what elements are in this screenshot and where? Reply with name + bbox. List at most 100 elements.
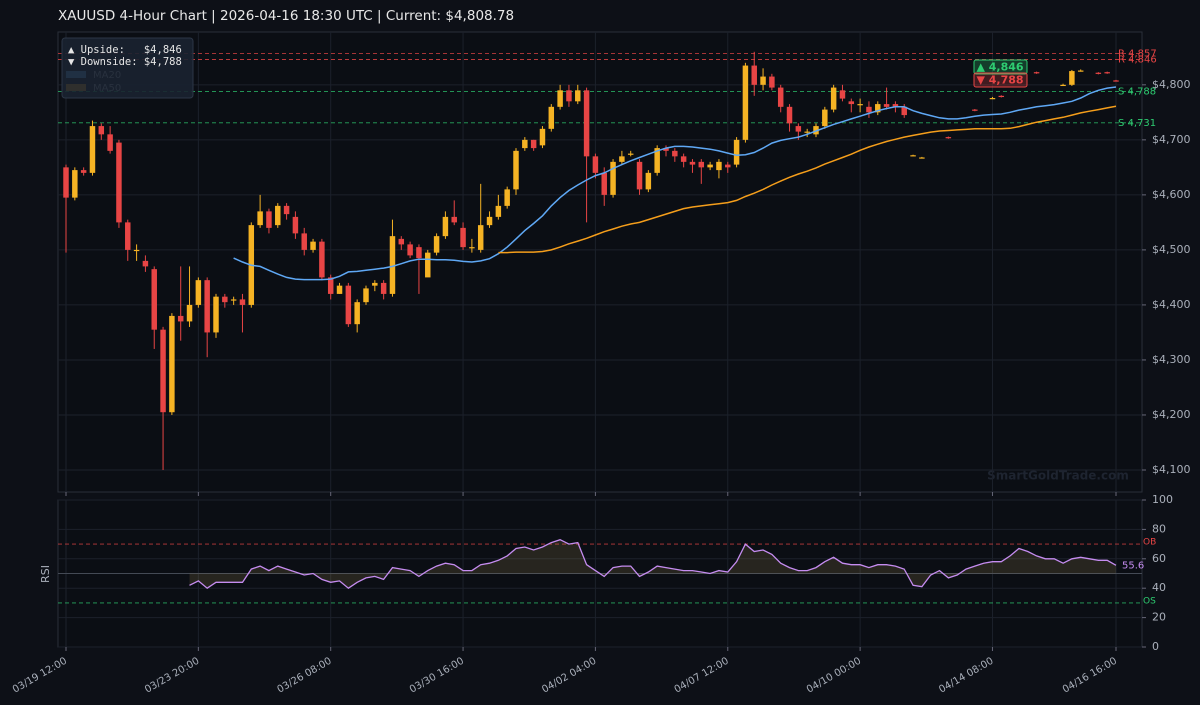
candle-body xyxy=(89,126,96,173)
candle-body xyxy=(363,288,369,303)
candle-body xyxy=(910,155,916,157)
candle-body xyxy=(575,90,581,102)
candle-body xyxy=(892,104,899,107)
candle-body xyxy=(319,241,325,278)
badge xyxy=(973,59,1028,75)
candle-body xyxy=(98,126,105,135)
candle-body xyxy=(875,104,881,113)
candle-body xyxy=(407,244,413,256)
candle-body xyxy=(866,106,872,113)
candle-body xyxy=(416,247,422,259)
rsi-axis-label: RSI xyxy=(39,565,52,583)
candle-body xyxy=(239,299,246,305)
candle-body xyxy=(769,76,775,88)
badge-label: ▲ 4,846 xyxy=(976,61,1023,74)
candle-body xyxy=(548,106,555,129)
candle-body xyxy=(301,233,307,250)
candle-body xyxy=(257,211,263,226)
candle-body xyxy=(125,222,131,250)
candle-body xyxy=(663,148,669,151)
y-tick-label: $4,400 xyxy=(1152,298,1191,311)
candle-body xyxy=(901,106,907,116)
level-label: OS xyxy=(1143,596,1156,606)
candle-body xyxy=(107,134,113,151)
candle-body xyxy=(195,280,202,305)
candle-body xyxy=(857,104,863,106)
y-tick-label: $4,700 xyxy=(1152,133,1191,146)
candle-body xyxy=(725,164,731,168)
ma-line xyxy=(498,105,1117,254)
candle-body xyxy=(1069,71,1075,85)
candle-body xyxy=(522,139,528,149)
candle-body xyxy=(372,282,378,286)
candle-body xyxy=(213,296,219,333)
candle-body xyxy=(204,280,210,333)
candle-body xyxy=(486,216,493,226)
candle-body xyxy=(742,65,749,140)
candle-body xyxy=(169,315,175,413)
candle-body xyxy=(133,249,140,252)
candle-body xyxy=(1095,72,1102,74)
candle-body xyxy=(345,285,352,325)
candle-body xyxy=(583,90,590,157)
y-tick-label: $4,300 xyxy=(1152,353,1191,366)
candle-body xyxy=(751,65,757,85)
candle-body xyxy=(380,282,387,294)
price-panel xyxy=(57,31,1143,493)
candle-body xyxy=(557,90,563,107)
candle-body xyxy=(804,131,810,133)
y-tick-label: 20 xyxy=(1152,611,1166,624)
candle-body xyxy=(72,170,78,198)
candle-body xyxy=(972,109,978,111)
candle-body xyxy=(283,205,290,215)
candle-body xyxy=(733,139,740,165)
candle-body xyxy=(689,161,696,165)
y-tick-label: $4,800 xyxy=(1152,78,1191,91)
candle-body xyxy=(716,161,722,171)
candle-body xyxy=(760,76,766,85)
candle-body xyxy=(1077,70,1084,72)
candle-body xyxy=(530,139,537,149)
candle-body xyxy=(310,241,316,250)
candle-body xyxy=(222,296,228,303)
candle-body xyxy=(433,236,440,253)
candle-body xyxy=(292,216,299,234)
candle-body xyxy=(672,150,678,157)
legend-box xyxy=(61,37,194,99)
candle-body xyxy=(619,156,625,162)
candle-body xyxy=(830,87,837,110)
y-tick-label: $4,500 xyxy=(1152,243,1191,256)
candle-body xyxy=(504,189,510,206)
candle-body xyxy=(627,153,634,155)
candle-body xyxy=(786,106,793,124)
candle-body xyxy=(513,150,519,190)
candle-body xyxy=(998,95,1005,98)
candle-body xyxy=(116,142,122,223)
candle-body xyxy=(592,156,599,173)
candle-body xyxy=(654,148,660,173)
y-tick-label: $4,100 xyxy=(1152,463,1191,476)
watermark: SmartGoldTrade.com xyxy=(987,469,1129,483)
candle-body xyxy=(919,157,925,159)
candle-body xyxy=(477,225,484,250)
candle-body xyxy=(469,247,475,249)
candle-body xyxy=(460,227,466,248)
candle-body xyxy=(839,90,846,99)
candle-body xyxy=(566,90,572,102)
candle-body xyxy=(425,252,431,278)
candle-body xyxy=(266,211,272,228)
candle-body xyxy=(601,172,607,195)
candle-body xyxy=(795,126,802,132)
candle-body xyxy=(186,304,193,322)
candle-body xyxy=(610,161,616,195)
candle-body xyxy=(336,285,343,294)
legend-downside: ▼ Downside: $4,788 xyxy=(68,56,182,68)
candle-body xyxy=(777,87,784,107)
y-tick-label: 100 xyxy=(1152,493,1173,506)
badge-label: ▼ 4,788 xyxy=(976,74,1023,87)
y-tick-label: 80 xyxy=(1152,522,1166,535)
ma-line xyxy=(233,86,1117,281)
candle-body xyxy=(707,164,713,168)
candle-body xyxy=(645,172,652,190)
